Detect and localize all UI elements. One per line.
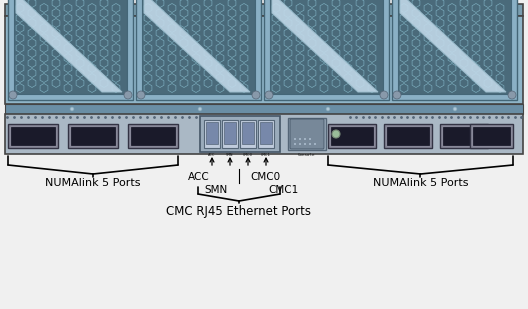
Circle shape bbox=[70, 8, 74, 12]
Circle shape bbox=[508, 91, 516, 99]
FancyBboxPatch shape bbox=[258, 120, 274, 148]
Text: CMC0: CMC0 bbox=[243, 153, 253, 157]
FancyBboxPatch shape bbox=[470, 124, 513, 148]
FancyBboxPatch shape bbox=[204, 120, 220, 148]
Text: Console: Console bbox=[298, 153, 316, 157]
Text: ACC: ACC bbox=[188, 172, 210, 182]
Circle shape bbox=[326, 107, 330, 111]
FancyBboxPatch shape bbox=[14, 0, 127, 94]
Circle shape bbox=[393, 91, 401, 99]
FancyBboxPatch shape bbox=[8, 0, 133, 100]
FancyBboxPatch shape bbox=[142, 0, 255, 94]
FancyBboxPatch shape bbox=[5, 114, 523, 154]
Circle shape bbox=[124, 91, 132, 99]
FancyBboxPatch shape bbox=[242, 122, 254, 144]
Polygon shape bbox=[272, 0, 378, 92]
FancyBboxPatch shape bbox=[392, 0, 517, 100]
FancyBboxPatch shape bbox=[290, 119, 324, 149]
FancyBboxPatch shape bbox=[384, 124, 432, 148]
Text: NUMAlink 5 Ports: NUMAlink 5 Ports bbox=[45, 178, 141, 188]
Circle shape bbox=[309, 143, 311, 145]
FancyBboxPatch shape bbox=[328, 124, 376, 148]
Circle shape bbox=[137, 91, 145, 99]
FancyBboxPatch shape bbox=[222, 120, 238, 148]
FancyBboxPatch shape bbox=[131, 127, 175, 145]
Circle shape bbox=[299, 138, 301, 140]
Text: ACC: ACC bbox=[208, 153, 216, 157]
Circle shape bbox=[70, 107, 74, 111]
Text: CMC1: CMC1 bbox=[268, 185, 298, 195]
Circle shape bbox=[198, 8, 202, 12]
Polygon shape bbox=[144, 0, 250, 92]
Polygon shape bbox=[16, 0, 122, 92]
FancyBboxPatch shape bbox=[398, 0, 511, 94]
Text: CMC0: CMC0 bbox=[250, 172, 280, 182]
Circle shape bbox=[304, 138, 306, 140]
Circle shape bbox=[453, 107, 457, 111]
Polygon shape bbox=[400, 0, 506, 92]
Text: SMN: SMN bbox=[227, 153, 234, 157]
FancyBboxPatch shape bbox=[136, 0, 261, 100]
Circle shape bbox=[380, 91, 388, 99]
Circle shape bbox=[294, 138, 296, 140]
FancyBboxPatch shape bbox=[387, 127, 429, 145]
Circle shape bbox=[326, 8, 330, 12]
FancyBboxPatch shape bbox=[8, 124, 58, 148]
Text: SMN: SMN bbox=[205, 185, 228, 195]
FancyBboxPatch shape bbox=[5, 4, 523, 16]
Circle shape bbox=[332, 130, 340, 138]
Text: NUMAlink 5 Ports: NUMAlink 5 Ports bbox=[373, 178, 468, 188]
Circle shape bbox=[252, 91, 260, 99]
Circle shape bbox=[304, 143, 306, 145]
FancyBboxPatch shape bbox=[270, 0, 383, 94]
Circle shape bbox=[314, 143, 316, 145]
FancyBboxPatch shape bbox=[288, 118, 326, 150]
Circle shape bbox=[294, 143, 296, 145]
FancyBboxPatch shape bbox=[206, 122, 218, 144]
Circle shape bbox=[198, 107, 202, 111]
Text: CMC1: CMC1 bbox=[261, 153, 271, 157]
FancyBboxPatch shape bbox=[200, 116, 280, 152]
FancyBboxPatch shape bbox=[443, 127, 485, 145]
FancyBboxPatch shape bbox=[11, 127, 55, 145]
FancyBboxPatch shape bbox=[5, 104, 523, 114]
FancyBboxPatch shape bbox=[331, 127, 373, 145]
FancyBboxPatch shape bbox=[68, 124, 118, 148]
Text: CMC RJ45 Ethernet Ports: CMC RJ45 Ethernet Ports bbox=[166, 205, 312, 218]
Circle shape bbox=[299, 143, 301, 145]
Circle shape bbox=[9, 91, 17, 99]
FancyBboxPatch shape bbox=[5, 16, 523, 104]
Circle shape bbox=[309, 138, 311, 140]
Circle shape bbox=[453, 8, 457, 12]
FancyBboxPatch shape bbox=[128, 124, 178, 148]
Circle shape bbox=[265, 91, 273, 99]
FancyBboxPatch shape bbox=[260, 122, 272, 144]
FancyBboxPatch shape bbox=[264, 0, 389, 100]
FancyBboxPatch shape bbox=[240, 120, 256, 148]
FancyBboxPatch shape bbox=[71, 127, 115, 145]
FancyBboxPatch shape bbox=[473, 127, 510, 145]
FancyBboxPatch shape bbox=[440, 124, 488, 148]
FancyBboxPatch shape bbox=[224, 122, 236, 144]
